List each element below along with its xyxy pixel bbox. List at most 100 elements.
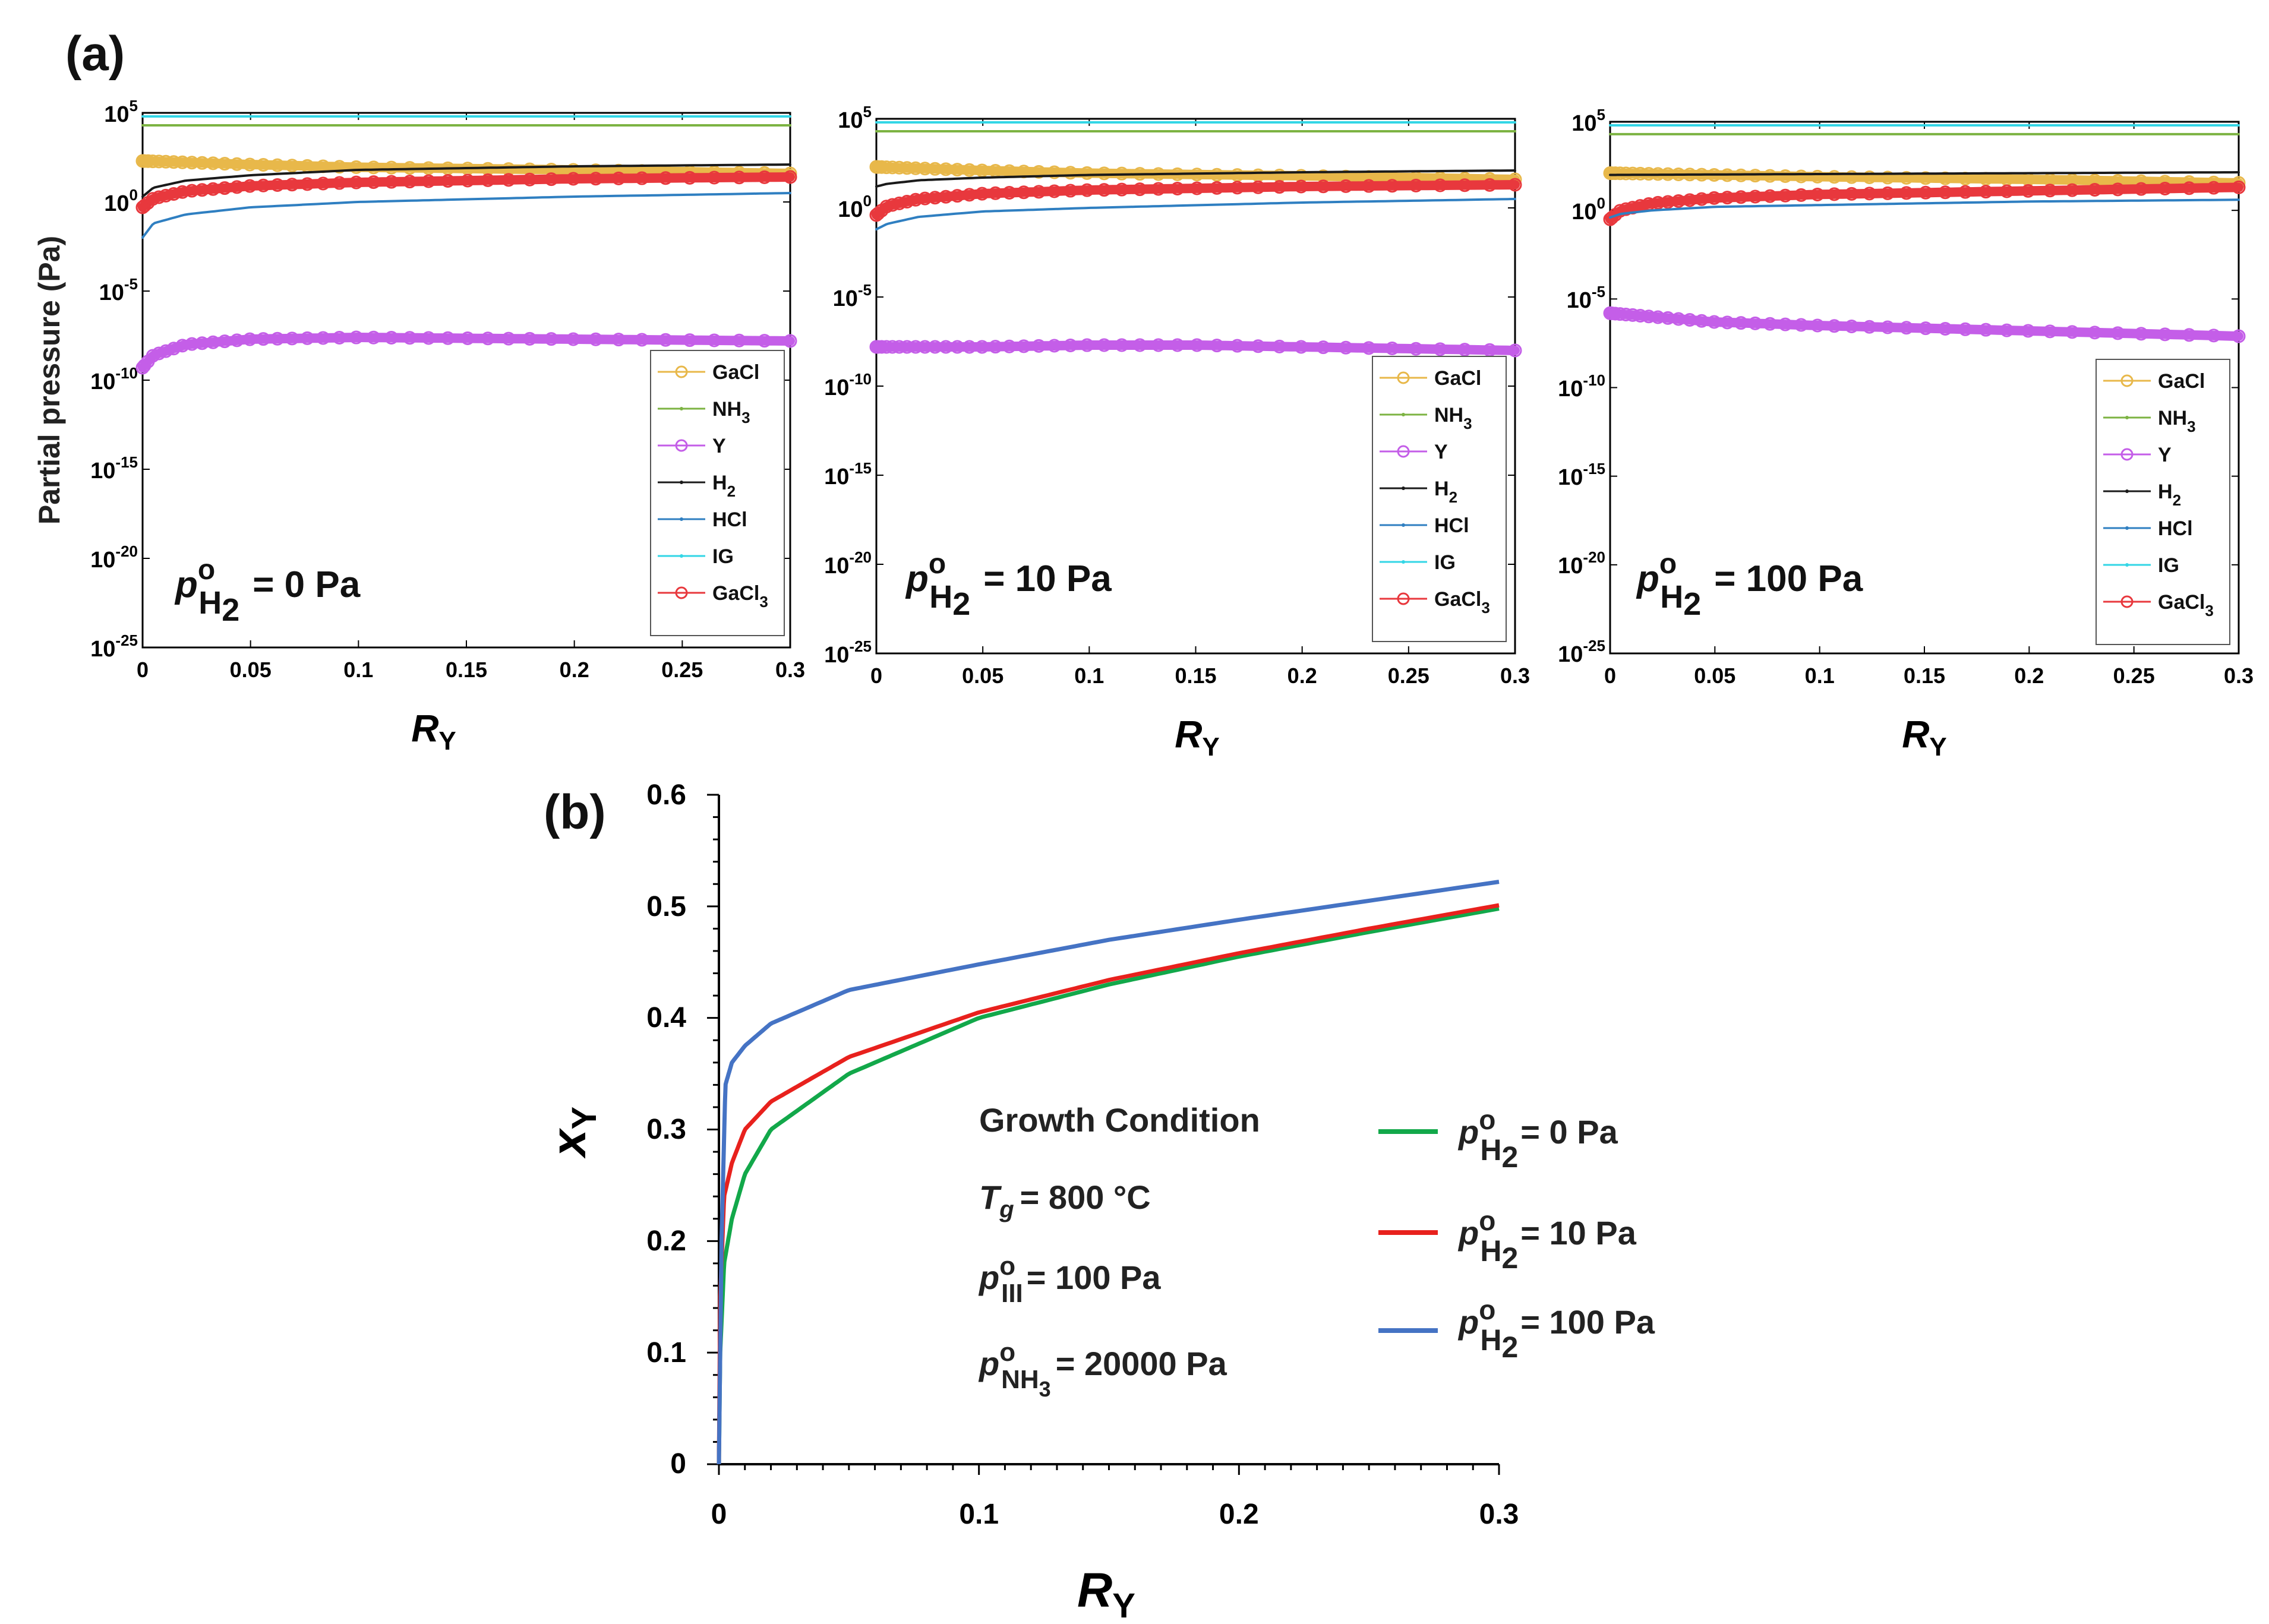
data-point bbox=[2065, 325, 2079, 339]
data-point bbox=[460, 331, 475, 346]
data-point bbox=[1651, 310, 1665, 324]
panel-b: (b) 0 0.1 0.2 0.3 0.4 0.5 0.6 0 0.1 0.2 … bbox=[542, 779, 1655, 1624]
data-point bbox=[166, 187, 181, 201]
data-point bbox=[1810, 318, 1825, 333]
x-tick-label: 0.15 bbox=[1175, 663, 1216, 688]
data-point bbox=[589, 172, 603, 186]
y-tick-label: 10-5 bbox=[99, 275, 138, 305]
growth-p-nh3: po NH3= 20000 Pa bbox=[978, 1338, 1227, 1401]
data-point bbox=[242, 179, 257, 193]
data-point bbox=[885, 160, 900, 175]
data-point bbox=[1251, 339, 1266, 353]
legend-marker bbox=[675, 586, 688, 599]
data-point bbox=[332, 176, 346, 190]
data-point bbox=[1938, 321, 1952, 336]
data-point bbox=[1362, 179, 1376, 193]
legend-marker bbox=[680, 407, 683, 410]
data-point bbox=[1613, 204, 1627, 218]
data-point bbox=[1748, 316, 1762, 330]
data-point bbox=[732, 170, 746, 185]
data-point bbox=[152, 190, 166, 204]
data-point bbox=[441, 174, 455, 188]
data-point bbox=[1978, 323, 1993, 337]
y-tick-label: 0.6 bbox=[646, 779, 686, 811]
series-line-1 bbox=[717, 903, 1500, 1465]
data-point bbox=[285, 159, 299, 173]
data-point bbox=[460, 173, 475, 188]
legend-label: IG bbox=[712, 545, 734, 568]
data-point bbox=[928, 340, 942, 354]
data-point bbox=[1190, 181, 1204, 195]
y-tick-label: 10-15 bbox=[824, 459, 872, 489]
data-point bbox=[566, 332, 580, 346]
data-point bbox=[1080, 166, 1094, 180]
data-point bbox=[928, 162, 942, 176]
y-tick-label: 10-5 bbox=[833, 281, 872, 311]
data-point bbox=[270, 178, 285, 192]
y-tick-label: 100 bbox=[838, 192, 872, 222]
data-point bbox=[137, 154, 152, 168]
data-point bbox=[332, 331, 346, 345]
data-point bbox=[1734, 190, 1748, 204]
y-tick-label: 10-25 bbox=[824, 637, 872, 668]
legend: GaCl NH3 Y H2 HCl IG GaCl3 bbox=[2096, 359, 2230, 645]
data-point bbox=[2182, 328, 2197, 342]
x-tick-label: 0 bbox=[137, 658, 149, 682]
data-point bbox=[1151, 338, 1166, 352]
legend-label: Y bbox=[1434, 441, 1448, 463]
x-tick-label: 0.25 bbox=[2113, 663, 2155, 688]
legend-box bbox=[2096, 359, 2230, 645]
data-point bbox=[1294, 340, 1308, 354]
data-point bbox=[1642, 309, 1656, 324]
data-point bbox=[256, 158, 270, 172]
data-point bbox=[2182, 181, 2197, 195]
y-axis-label: xY bbox=[542, 1107, 604, 1159]
data-point bbox=[1899, 321, 1914, 335]
data-point bbox=[1316, 179, 1330, 194]
legend-marker bbox=[2125, 526, 2129, 530]
data-point bbox=[141, 154, 155, 168]
data-point bbox=[918, 162, 932, 176]
data-point bbox=[2088, 326, 2102, 340]
legend-label: NH3 bbox=[2158, 407, 2196, 435]
y-tick-label: 10-10 bbox=[90, 364, 138, 394]
y-tick-labels: 105 100 10-5 10-10 10-15 10-20 10-25 bbox=[1558, 106, 1605, 667]
data-point bbox=[783, 334, 797, 348]
data-point bbox=[1734, 316, 1748, 330]
data-point bbox=[270, 331, 285, 346]
data-point bbox=[1720, 315, 1734, 330]
data-point bbox=[875, 340, 889, 354]
panel-a-ylabel: Partial pressure (Pa) bbox=[33, 236, 66, 525]
data-point bbox=[1409, 342, 1423, 356]
x-tick-label: 0.25 bbox=[661, 658, 703, 682]
growth-title: Growth Condition bbox=[979, 1101, 1260, 1139]
data-point bbox=[1362, 341, 1376, 355]
y-tick-label: 10-20 bbox=[90, 542, 138, 573]
series-layer bbox=[135, 112, 797, 648]
legend-box bbox=[650, 350, 785, 636]
data-point bbox=[1880, 170, 1895, 185]
x-tick-label: 0.1 bbox=[1805, 663, 1835, 688]
data-point bbox=[1605, 211, 1619, 225]
x-tick-label: 0.15 bbox=[1904, 663, 1945, 688]
x-tick-label: 0 bbox=[1604, 663, 1616, 688]
data-point bbox=[1845, 187, 1859, 201]
x-tick-label: 0.2 bbox=[1219, 1499, 1259, 1530]
data-point bbox=[1017, 185, 1031, 200]
data-point bbox=[2158, 181, 2172, 195]
data-point bbox=[421, 331, 436, 345]
data-point bbox=[1047, 339, 1062, 353]
legend: GaCl NH3 Y H2 HCl IG GaCl3 bbox=[1372, 356, 1507, 642]
data-point bbox=[2043, 184, 2057, 198]
data-point bbox=[367, 330, 381, 345]
data-point bbox=[316, 331, 330, 345]
data-point bbox=[2134, 182, 2148, 196]
y-tick-label: 0.1 bbox=[646, 1337, 686, 1369]
data-point bbox=[2065, 183, 2079, 197]
data-point bbox=[2088, 182, 2102, 197]
legend-marker bbox=[680, 554, 683, 558]
data-point bbox=[1880, 186, 1895, 200]
data-point bbox=[1608, 307, 1623, 321]
data-point bbox=[1720, 191, 1734, 205]
data-point bbox=[316, 176, 330, 191]
